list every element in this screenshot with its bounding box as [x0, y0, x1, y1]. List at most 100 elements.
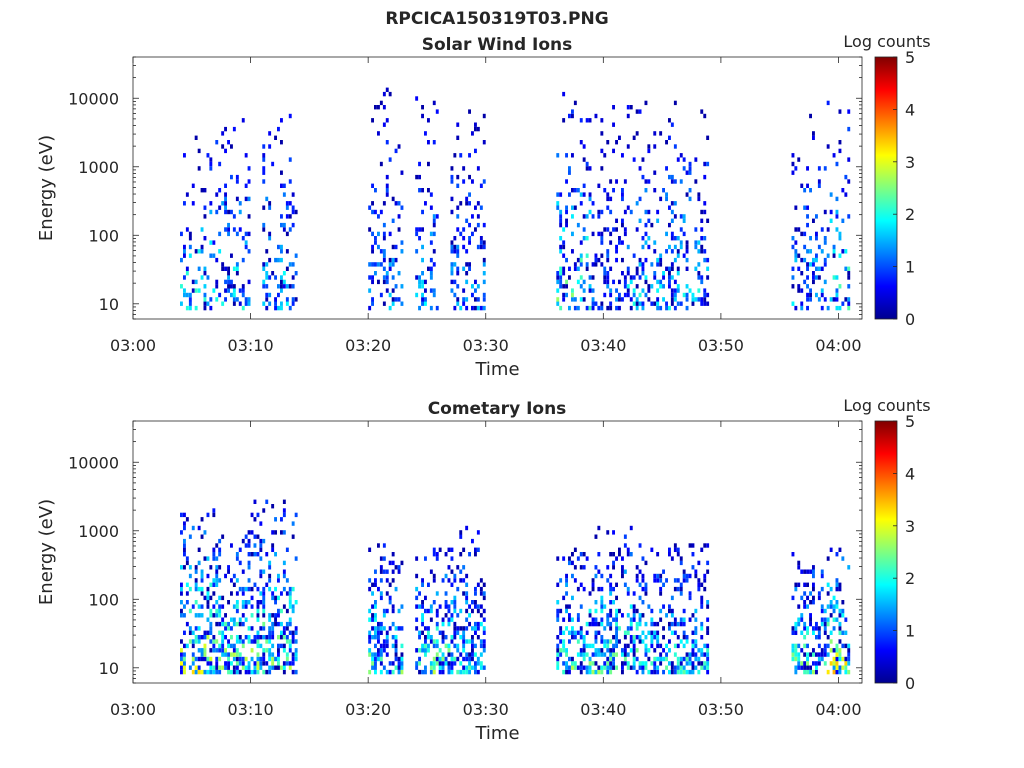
- spectrogram-cell: [377, 105, 380, 110]
- spectrogram-cell: [432, 218, 436, 223]
- spectrogram-cell: [676, 301, 680, 306]
- spectrogram-cell: [615, 617, 618, 622]
- spectrogram-cell: [206, 604, 210, 609]
- spectrogram-cell: [650, 547, 654, 552]
- spectrogram-cell: [588, 643, 592, 649]
- spectrogram-cell: [706, 292, 710, 298]
- spectrogram-cell: [183, 244, 186, 250]
- spectrogram-cell: [844, 656, 848, 662]
- spectrogram-cell: [262, 621, 266, 627]
- spectrogram-cell: [688, 196, 692, 202]
- spectrogram-cell: [556, 301, 560, 306]
- spectrogram-cell: [606, 249, 610, 254]
- spectrogram-cell: [282, 586, 286, 592]
- spectrogram-cell: [806, 656, 809, 662]
- spectrogram-cell: [694, 297, 698, 302]
- spectrogram-cell: [676, 578, 680, 583]
- spectrogram-cell: [670, 218, 674, 223]
- spectrogram-cell: [641, 630, 645, 635]
- spectrogram-cell: [253, 669, 257, 675]
- spectrogram-cell: [644, 582, 648, 587]
- spectrogram-cell: [291, 275, 295, 280]
- spectrogram-cell: [474, 205, 477, 210]
- spectrogram-cell: [200, 275, 204, 280]
- spectrogram-cell: [188, 665, 192, 670]
- spectrogram-cell: [638, 621, 642, 627]
- spectrogram-cell: [612, 617, 615, 622]
- spectrogram-cell: [571, 231, 574, 237]
- spectrogram-cell: [685, 652, 689, 657]
- spectrogram-cell: [212, 582, 216, 587]
- spectrogram-cell: [277, 595, 280, 601]
- spectrogram-cell: [262, 262, 266, 267]
- spectrogram-cell: [603, 661, 607, 666]
- spectrogram-cell: [459, 534, 463, 539]
- spectrogram-cell: [706, 669, 710, 675]
- spectrogram-cell: [585, 266, 589, 271]
- spectrogram-cell: [820, 652, 824, 657]
- spectrogram-cell: [579, 669, 583, 675]
- spectrogram-cell: [826, 604, 830, 609]
- spectrogram-cell: [832, 249, 836, 254]
- spectrogram-cell: [474, 591, 477, 596]
- spectrogram-cell: [291, 192, 295, 197]
- spectrogram-cell: [606, 669, 610, 675]
- spectrogram-cell: [371, 656, 374, 662]
- spectrogram-cell: [679, 179, 683, 184]
- spectrogram-cell: [688, 661, 692, 666]
- spectrogram-cell: [679, 153, 683, 158]
- spectrogram-cell: [621, 665, 624, 670]
- spectrogram-cell: [691, 639, 695, 644]
- spectrogram-cell: [238, 227, 242, 232]
- spectrogram-cell: [568, 560, 571, 566]
- spectrogram-cell: [835, 578, 839, 583]
- spectrogram-cell: [374, 669, 377, 675]
- spectrogram-cell: [626, 547, 630, 552]
- spectrogram-cell: [794, 648, 798, 653]
- spectrogram-cell: [294, 630, 298, 635]
- spectrogram-cell: [227, 652, 230, 657]
- spectrogram-cell: [227, 621, 230, 627]
- spectrogram-cell: [277, 635, 280, 640]
- spectrogram-cell: [479, 305, 483, 311]
- spectrogram-cell: [471, 635, 474, 640]
- spectrogram-cell: [371, 118, 374, 123]
- spectrogram-cell: [241, 621, 245, 627]
- spectrogram-cell: [250, 669, 254, 675]
- spectrogram-cell: [183, 656, 186, 662]
- spectrogram-cell: [679, 560, 683, 566]
- spectrogram-cell: [468, 621, 471, 627]
- spectrogram-cell: [241, 284, 245, 289]
- spectrogram-cell: [647, 630, 651, 635]
- spectrogram-cell: [688, 161, 692, 167]
- spectrogram-cell: [288, 643, 292, 649]
- spectrogram-cell: [582, 236, 586, 241]
- spectrogram-cell: [697, 297, 701, 302]
- spectrogram-cell: [656, 578, 660, 583]
- spectrogram-cell: [559, 578, 563, 583]
- spectrogram-cell: [641, 669, 645, 675]
- spectrogram-cell: [265, 669, 269, 675]
- spectrogram-cell: [194, 582, 198, 587]
- spectrogram-cell: [603, 279, 607, 285]
- spectrogram-cell: [791, 656, 795, 662]
- spectrogram-cell: [453, 600, 457, 605]
- spectrogram-cell: [479, 183, 483, 188]
- spectrogram-cell: [379, 661, 383, 666]
- spectrogram-cell: [218, 578, 222, 583]
- figure-title: RPCICA150319T03.PNG: [385, 9, 608, 29]
- spectrogram-cell: [259, 643, 263, 649]
- spectrogram-cell: [224, 661, 227, 666]
- spectrogram-cell: [235, 648, 239, 653]
- spectrogram-cell: [662, 669, 665, 675]
- spectrogram-cell: [812, 626, 815, 631]
- spectrogram-cell: [697, 196, 701, 202]
- spectrogram-cell: [447, 578, 451, 583]
- spectrogram-cell: [415, 292, 419, 298]
- spectrogram-cell: [794, 656, 798, 662]
- spectrogram-cell: [573, 100, 577, 106]
- spectrogram-cell: [212, 547, 216, 552]
- spectrogram-cell: [556, 635, 560, 640]
- spectrogram-cell: [465, 652, 469, 657]
- spectrogram-cell: [424, 297, 427, 302]
